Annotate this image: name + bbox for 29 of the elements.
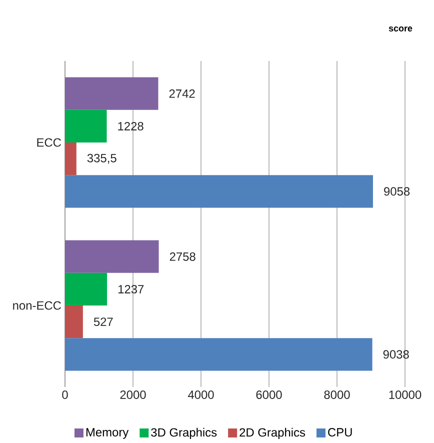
bar [65, 306, 83, 338]
x-tick-label: 8000 [324, 390, 350, 399]
data-label: 1237 [118, 284, 144, 294]
bar [65, 175, 373, 208]
legend-label: 3D Graphics [151, 428, 217, 440]
bar [65, 272, 108, 306]
x-tick-label: 2000 [120, 390, 146, 399]
bar [65, 142, 76, 176]
data-label: 335,5 [87, 154, 116, 164]
bar [65, 110, 107, 142]
chart-subtitle: score [388, 26, 412, 32]
y-tick-label: non-ECC [13, 301, 62, 310]
bar [65, 77, 158, 110]
x-tick-label: 10000 [389, 390, 422, 399]
legend-label: CPU [328, 428, 352, 437]
data-label: 1228 [118, 122, 144, 130]
legend-label: Memory [86, 428, 129, 439]
y-tick-label: ECC [37, 138, 62, 147]
data-label: 9058 [384, 187, 410, 196]
x-tick-label: 0 [62, 390, 68, 399]
x-tick-label: 4000 [188, 390, 214, 399]
data-label: 527 [94, 318, 113, 326]
legend-label: 2D Graphics [240, 428, 306, 440]
x-tick-label: 6000 [256, 390, 282, 399]
data-label: 9038 [383, 350, 409, 359]
bar [65, 240, 159, 273]
data-label: 2758 [170, 252, 196, 261]
bar [65, 338, 372, 371]
data-label: 2742 [169, 89, 195, 98]
